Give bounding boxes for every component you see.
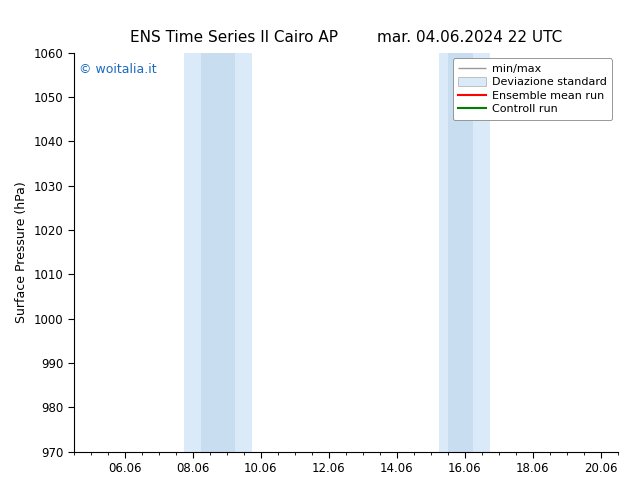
Text: © woitalia.it: © woitalia.it — [79, 63, 157, 76]
Bar — [448, 53, 473, 452]
Y-axis label: Surface Pressure (hPa): Surface Pressure (hPa) — [15, 181, 28, 323]
Legend: min/max, Deviazione standard, Ensemble mean run, Controll run: min/max, Deviazione standard, Ensemble m… — [453, 58, 612, 120]
Title: ENS Time Series Il Cairo AP        mar. 04.06.2024 22 UTC: ENS Time Series Il Cairo AP mar. 04.06.2… — [129, 30, 562, 45]
Bar — [184, 53, 252, 452]
Bar — [439, 53, 490, 452]
Bar — [201, 53, 235, 452]
